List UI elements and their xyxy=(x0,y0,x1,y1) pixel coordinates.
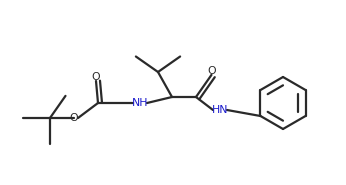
Text: HN: HN xyxy=(212,105,228,115)
Text: O: O xyxy=(70,113,78,123)
Text: NH: NH xyxy=(132,98,148,108)
Text: O: O xyxy=(92,72,100,82)
Text: O: O xyxy=(207,66,216,76)
